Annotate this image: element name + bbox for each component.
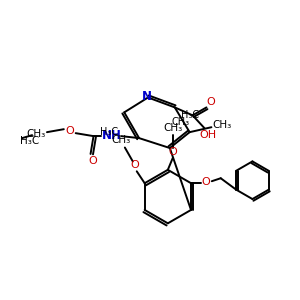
Text: CH₃: CH₃ — [172, 117, 190, 127]
Text: H₃C: H₃C — [20, 136, 39, 146]
Text: H₃C: H₃C — [181, 110, 199, 120]
Text: O: O — [65, 126, 74, 136]
Text: O: O — [130, 160, 139, 170]
Text: H₃C: H₃C — [100, 127, 118, 137]
Text: CH₃: CH₃ — [213, 120, 232, 130]
Text: O: O — [88, 156, 97, 166]
Text: OH: OH — [199, 130, 216, 140]
Text: N: N — [142, 90, 152, 103]
Text: NH: NH — [101, 129, 121, 142]
Text: CH₃: CH₃ — [26, 129, 46, 139]
Text: O: O — [206, 98, 215, 107]
Text: O: O — [168, 147, 177, 157]
Text: O: O — [202, 177, 210, 187]
Text: CH₃: CH₃ — [111, 135, 130, 145]
Text: CH₃: CH₃ — [163, 123, 182, 133]
